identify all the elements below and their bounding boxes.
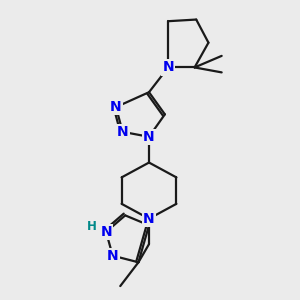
Text: N: N [143, 212, 155, 226]
Text: N: N [100, 225, 112, 239]
Text: H: H [87, 220, 97, 233]
Text: N: N [110, 100, 122, 114]
Text: N: N [162, 60, 174, 74]
Text: N: N [143, 130, 155, 144]
Text: N: N [107, 249, 118, 263]
Text: N: N [117, 125, 128, 139]
